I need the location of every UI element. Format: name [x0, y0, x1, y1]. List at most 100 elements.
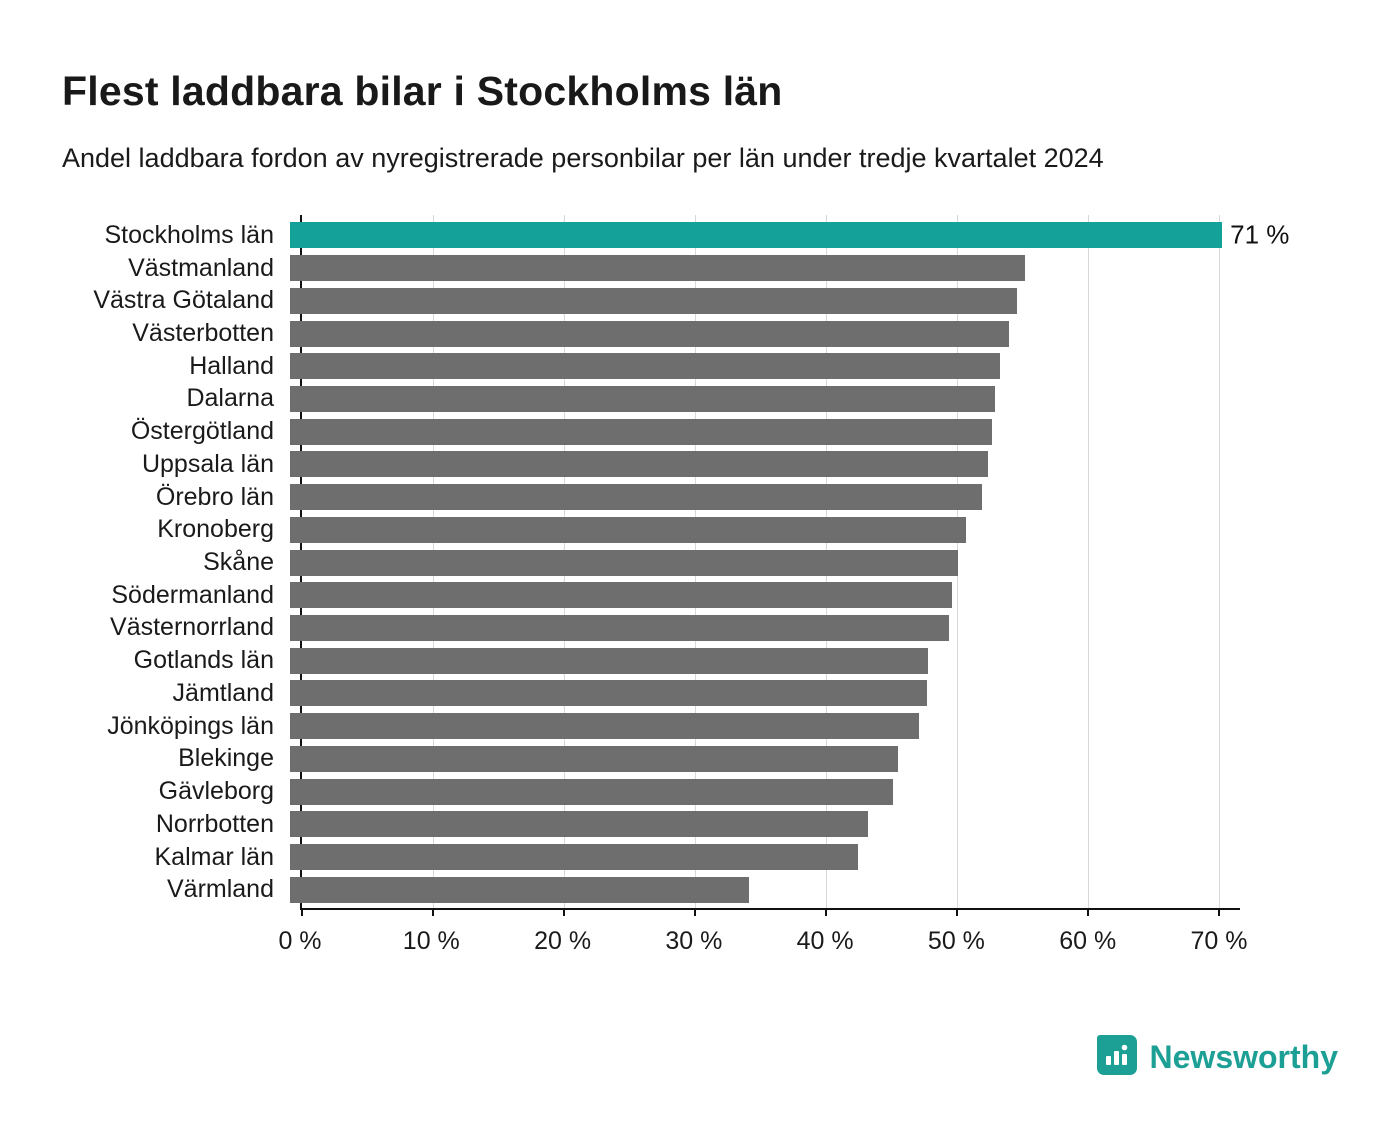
bar-track: 71 % — [288, 220, 1289, 250]
bar-track — [288, 778, 1228, 805]
bar-value — [290, 516, 967, 543]
chart-row: Uppsala län — [60, 448, 1290, 481]
bar-value — [290, 353, 1001, 380]
chart-row: Jönköpings län — [60, 710, 1290, 743]
chart-row: Stockholms län 71 % — [60, 219, 1290, 252]
x-axis-tick-label: 70 % — [1190, 927, 1248, 955]
axis-tick — [825, 910, 828, 916]
chart-row: Dalarna — [60, 383, 1290, 416]
bar-value — [290, 844, 859, 871]
bar-value — [290, 255, 1026, 282]
bar-track — [288, 418, 1228, 445]
x-axis-tick-label: 0 % — [278, 927, 322, 955]
category-label: Västmanland — [128, 253, 274, 282]
chart-row: Gävleborg — [60, 775, 1290, 808]
bar-value — [290, 418, 993, 445]
bar-value — [290, 680, 927, 707]
category-label: Uppsala län — [141, 449, 274, 478]
bar-track — [288, 647, 1228, 674]
x-axis-tick-label: 50 % — [927, 927, 985, 955]
bar-value — [290, 451, 989, 478]
category-label: Norrbotten — [155, 809, 274, 838]
bar-value-label: 71 % — [1230, 219, 1290, 250]
bar-track — [288, 353, 1228, 380]
bar-value — [290, 287, 1018, 314]
bar-value — [290, 385, 995, 412]
category-label: Stockholms län — [104, 220, 274, 249]
chart-row: Jämtland — [60, 677, 1290, 710]
chart-row: Värmland — [60, 873, 1290, 906]
chart-row: Västerbotten — [60, 317, 1290, 350]
category-label: Gävleborg — [158, 777, 274, 806]
bar-value — [290, 614, 950, 641]
bar-value — [290, 582, 952, 609]
chart-row: Örebro län — [60, 481, 1290, 514]
bar-track — [288, 713, 1228, 740]
bar-track — [288, 582, 1228, 609]
chart-title: Flest laddbara bilar i Stockholms län — [62, 68, 783, 114]
bar-value — [290, 713, 919, 740]
category-label: Gotlands län — [133, 646, 274, 675]
category-label: Västerbotten — [132, 319, 274, 348]
category-label: Blekinge — [178, 744, 274, 773]
category-label: Västernorrland — [110, 613, 274, 642]
bar-highlight — [290, 222, 1223, 249]
chart-rows: Stockholms län 71 % Västmanland Västra Göta… — [60, 215, 1290, 910]
bar-chart: Stockholms län 71 % Västmanland Västra Göta… — [60, 215, 1290, 955]
chart-row: Östergötland — [60, 415, 1290, 448]
bar-track — [288, 549, 1228, 576]
bar-track — [288, 484, 1228, 511]
bar-track — [288, 680, 1228, 707]
bar-track — [288, 811, 1228, 838]
axis-tick — [301, 910, 303, 916]
bar-track — [288, 320, 1228, 347]
gridline — [1088, 215, 1090, 908]
chart-row: Södermanland — [60, 579, 1290, 612]
bar-value — [290, 778, 893, 805]
bar-track — [288, 255, 1228, 282]
chart-row: Norrbotten — [60, 808, 1290, 841]
axis-tick — [1218, 910, 1221, 916]
bar-track — [288, 614, 1228, 641]
category-label: Jämtland — [172, 678, 274, 707]
chart-row: Kronoberg — [60, 513, 1290, 546]
category-label: Kalmar län — [154, 842, 275, 871]
category-label: Skåne — [203, 548, 274, 577]
x-axis-tick-label: 20 % — [534, 927, 592, 955]
bar-value — [290, 811, 868, 838]
axis-tick — [694, 910, 697, 916]
bar-track — [288, 516, 1228, 543]
chart-row: Västmanland — [60, 252, 1290, 285]
axis-tick — [956, 910, 959, 916]
category-label: Dalarna — [186, 384, 274, 413]
bar-value — [290, 745, 898, 772]
newsworthy-logo-icon — [1096, 1034, 1138, 1081]
chart-row: Blekinge — [60, 743, 1290, 776]
bar-track — [288, 287, 1228, 314]
chart-row: Västra Götaland — [60, 284, 1290, 317]
category-label: Östergötland — [130, 417, 274, 446]
x-axis-tick-label: 60 % — [1059, 927, 1117, 955]
gridline — [1219, 215, 1221, 908]
chart-row: Kalmar län — [60, 841, 1290, 874]
bar-value — [290, 876, 750, 903]
bar-track — [288, 385, 1228, 412]
category-label: Örebro län — [155, 482, 274, 511]
bar-track — [288, 844, 1228, 871]
bar-value — [290, 647, 929, 674]
chart-row: Skåne — [60, 546, 1290, 579]
bar-value — [290, 320, 1010, 347]
brand-footer: Newsworthy — [1096, 1034, 1338, 1081]
bar-value — [290, 484, 982, 511]
bar-value — [290, 549, 959, 576]
chart-row: Halland — [60, 350, 1290, 383]
x-axis-tick-label: 40 % — [796, 927, 854, 955]
axis-tick — [1087, 910, 1090, 916]
category-label: Jönköpings län — [107, 711, 274, 740]
x-axis-tick-label: 30 % — [665, 927, 723, 955]
brand-name: Newsworthy — [1149, 1039, 1338, 1075]
category-label: Värmland — [167, 875, 274, 904]
chart-row: Gotlands län — [60, 644, 1290, 677]
x-axis-tick-label: 10 % — [402, 927, 460, 955]
